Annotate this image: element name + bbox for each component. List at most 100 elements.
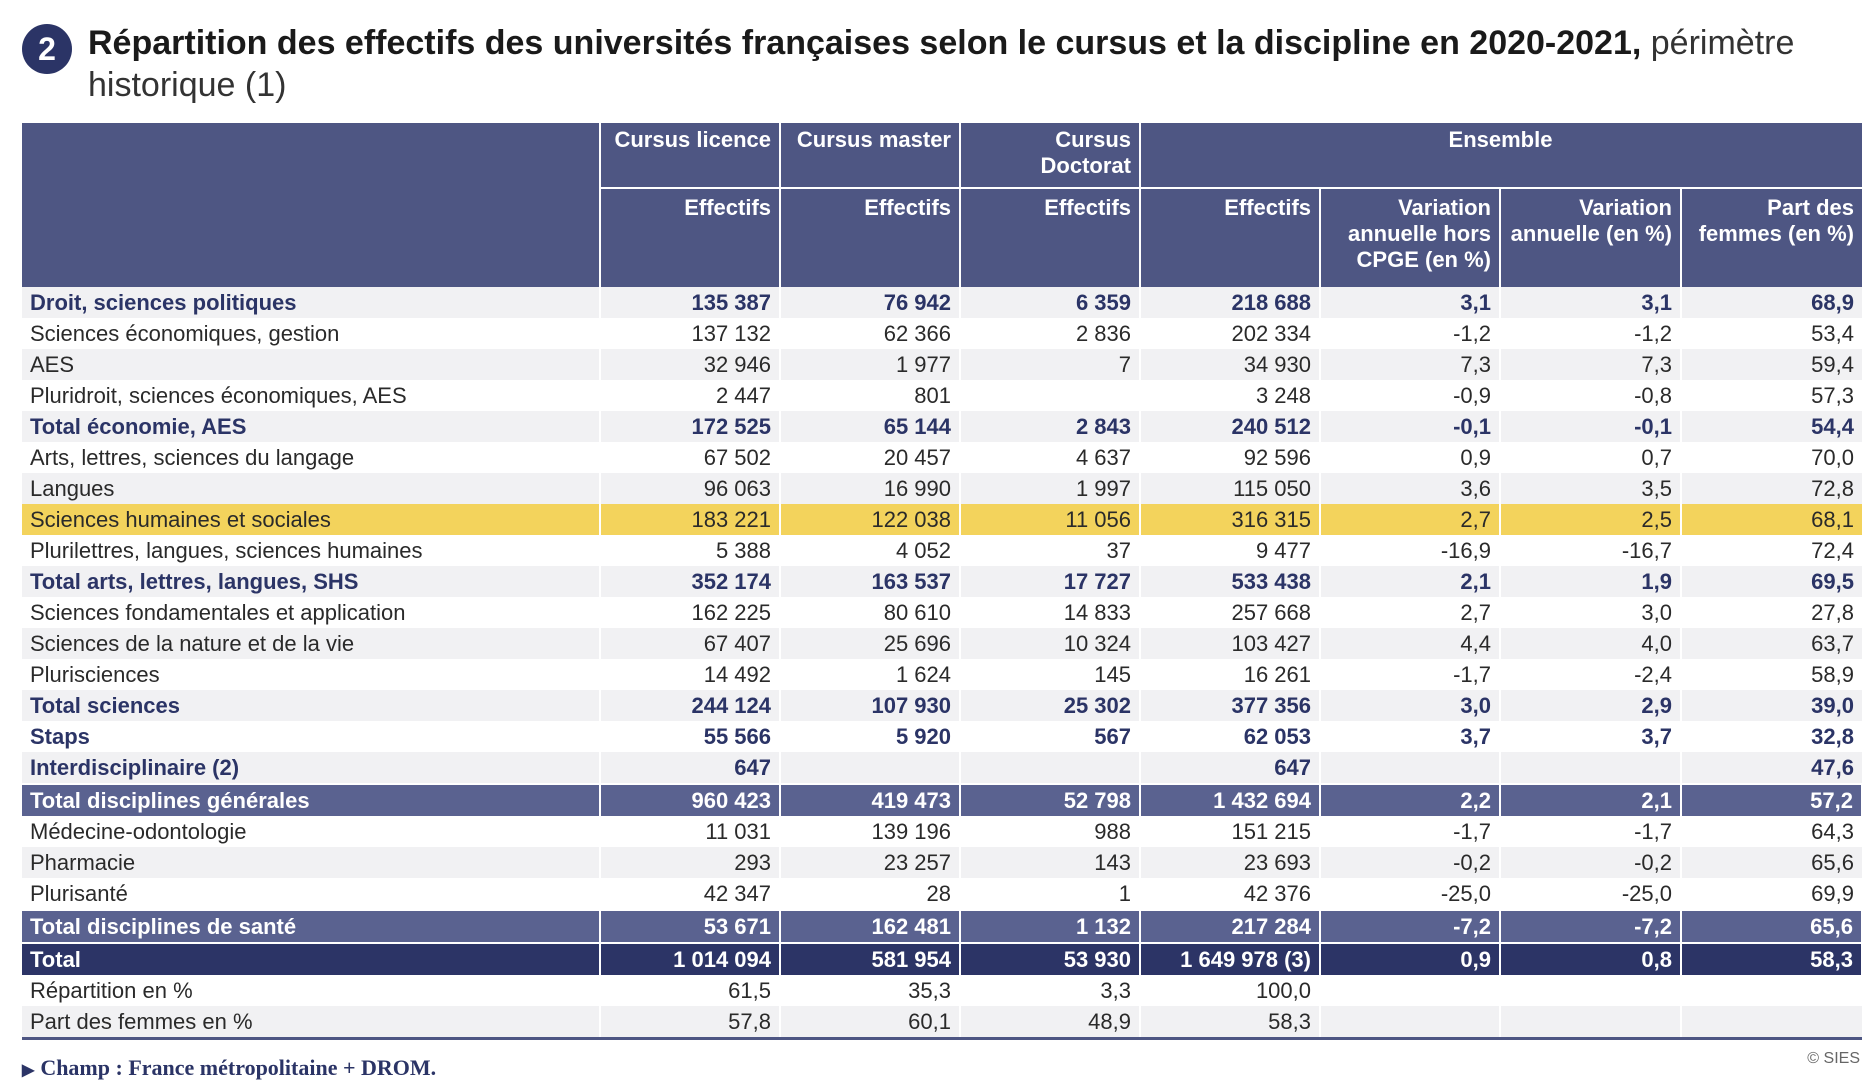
cell-doctorat: 567	[960, 721, 1141, 752]
cell-variation-annuelle: -0,2	[1500, 847, 1682, 878]
cell-doctorat: 3,3	[960, 975, 1141, 1006]
cell-label: Répartition en %	[22, 975, 601, 1006]
cell-variation-hors-cpge: 4,4	[1320, 628, 1501, 659]
cell-ensemble: 647	[1140, 752, 1321, 784]
table-header: Cursus licence Cursus master Cursus Doct…	[22, 123, 1862, 287]
effectifs-table: Cursus licence Cursus master Cursus Doct…	[22, 123, 1863, 1040]
cell-licence: 172 525	[600, 411, 781, 442]
cell-label: Médecine-odontologie	[22, 816, 601, 847]
cell-part-femmes: 57,2	[1681, 783, 1863, 816]
cell-variation-hors-cpge: 2,7	[1320, 597, 1501, 628]
cell-label: Langues	[22, 473, 601, 504]
cell-variation-hors-cpge: -7,2	[1320, 909, 1501, 943]
cell-variation-annuelle: 0,8	[1500, 942, 1682, 975]
cell-variation-hors-cpge: 2,1	[1320, 566, 1501, 597]
cell-doctorat: 25 302	[960, 690, 1141, 721]
cell-doctorat: 53 930	[960, 942, 1141, 975]
cell-master: 76 942	[780, 287, 961, 318]
cell-part-femmes: 72,8	[1681, 473, 1862, 504]
cell-licence: 293	[600, 847, 781, 878]
cell-variation-annuelle: 3,5	[1500, 473, 1682, 504]
cell-licence: 647	[600, 752, 781, 784]
cell-variation-annuelle: 2,5	[1500, 504, 1682, 535]
cell-variation-hors-cpge: 3,1	[1320, 287, 1501, 318]
cell-doctorat: 17 727	[960, 566, 1141, 597]
cell-doctorat: 1 132	[960, 909, 1141, 943]
cell-ensemble: 23 693	[1140, 847, 1321, 878]
cell-part-femmes: 54,4	[1681, 411, 1862, 442]
cell-licence: 55 566	[600, 721, 781, 752]
table-body: Droit, sciences politiques 135 387 76 942 6…	[22, 287, 1863, 1040]
cell-doctorat: 6 359	[960, 287, 1141, 318]
cell-licence: 960 423	[600, 783, 781, 816]
cell-doctorat: 2 836	[960, 318, 1141, 349]
cell-ensemble: 533 438	[1140, 566, 1321, 597]
cell-ensemble: 34 930	[1140, 349, 1321, 380]
cell-variation-annuelle: -25,0	[1500, 878, 1682, 910]
cell-variation-annuelle: 3,1	[1500, 287, 1682, 318]
cell-part-femmes: 69,9	[1681, 878, 1862, 910]
cell-label: Plurisciences	[22, 659, 601, 690]
cell-master: 65 144	[780, 411, 961, 442]
cell-licence: 61,5	[600, 975, 781, 1006]
cell-part-femmes: 47,6	[1681, 752, 1862, 784]
cell-doctorat: 988	[960, 816, 1141, 847]
cell-ensemble: 218 688	[1140, 287, 1321, 318]
cell-variation-hors-cpge: 2,7	[1320, 504, 1501, 535]
table-row: Total disciplines de santé 53 671 162 481 1…	[22, 909, 1863, 943]
cell-master: 35,3	[780, 975, 961, 1006]
cell-ensemble: 217 284	[1140, 909, 1321, 943]
cell-ensemble: 62 053	[1140, 721, 1321, 752]
cell-doctorat: 11 056	[960, 504, 1141, 535]
cell-variation-annuelle: -1,2	[1500, 318, 1682, 349]
cell-variation-annuelle: -2,4	[1500, 659, 1682, 690]
table-row: AES 32 946 1 977 7 34 930 7,3 7,3 59,4	[22, 349, 1862, 380]
cell-doctorat: 37	[960, 535, 1141, 566]
play-arrow-icon: ▶	[22, 1062, 35, 1079]
header-cursus-master: Cursus master	[780, 123, 961, 189]
cell-variation-hors-cpge: 7,3	[1320, 349, 1501, 380]
cell-master: 62 366	[780, 318, 961, 349]
cell-ensemble: 58,3	[1140, 1006, 1321, 1040]
cell-master: 16 990	[780, 473, 961, 504]
cell-part-femmes: 63,7	[1681, 628, 1862, 659]
cell-ensemble: 202 334	[1140, 318, 1321, 349]
cell-part-femmes	[1681, 975, 1862, 1006]
cell-ensemble: 316 315	[1140, 504, 1321, 535]
cell-licence: 183 221	[600, 504, 781, 535]
header-cursus-doctorat: Cursus Doctorat	[960, 123, 1141, 189]
header-effectifs-master: Effectifs	[780, 188, 961, 287]
cell-master: 107 930	[780, 690, 961, 721]
cell-label: Total	[22, 942, 601, 975]
cell-part-femmes: 65,6	[1681, 909, 1863, 943]
cell-variation-annuelle: 1,9	[1500, 566, 1682, 597]
cell-licence: 1 014 094	[600, 942, 781, 975]
cell-label: Arts, lettres, sciences du langage	[22, 442, 601, 473]
table-row: Droit, sciences politiques 135 387 76 942 6…	[22, 287, 1862, 318]
cell-ensemble: 100,0	[1140, 975, 1321, 1006]
cell-variation-annuelle	[1500, 752, 1682, 784]
cell-part-femmes: 69,5	[1681, 566, 1862, 597]
cell-master: 419 473	[780, 783, 961, 816]
cell-doctorat: 145	[960, 659, 1141, 690]
cell-part-femmes: 64,3	[1681, 816, 1862, 847]
cell-ensemble: 9 477	[1140, 535, 1321, 566]
cell-part-femmes: 58,3	[1681, 942, 1863, 975]
cell-label: Total arts, lettres, langues, SHS	[22, 566, 601, 597]
cell-doctorat: 1 997	[960, 473, 1141, 504]
cell-licence: 32 946	[600, 349, 781, 380]
cell-licence: 11 031	[600, 816, 781, 847]
cell-ensemble: 42 376	[1140, 878, 1321, 910]
cell-label: Pharmacie	[22, 847, 601, 878]
cell-doctorat: 7	[960, 349, 1141, 380]
cell-licence: 67 407	[600, 628, 781, 659]
table-row: Total sciences 244 124 107 930 25 302 377 35…	[22, 690, 1862, 721]
cell-variation-annuelle: 2,9	[1500, 690, 1682, 721]
cell-variation-hors-cpge: 0,9	[1320, 942, 1501, 975]
table-row: Arts, lettres, sciences du langage 67 502…	[22, 442, 1862, 473]
cell-label: Total disciplines générales	[22, 783, 601, 816]
cell-licence: 244 124	[600, 690, 781, 721]
figure-number-badge: 2	[22, 24, 72, 74]
cell-master: 581 954	[780, 942, 961, 975]
cell-part-femmes: 58,9	[1681, 659, 1862, 690]
